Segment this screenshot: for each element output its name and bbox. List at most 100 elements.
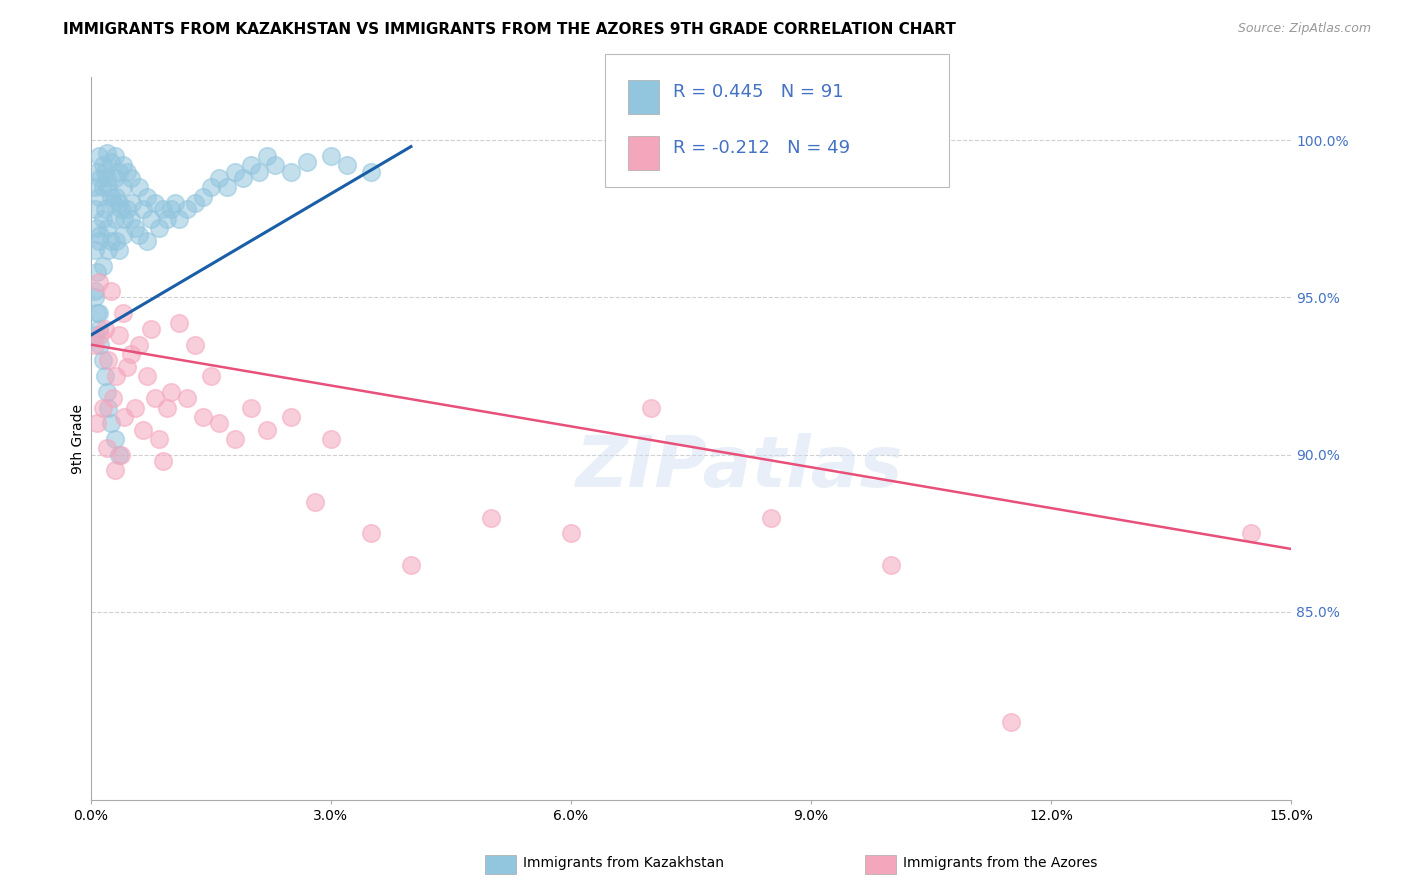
Point <box>111 306 134 320</box>
Point <box>135 190 157 204</box>
Text: Immigrants from the Azores: Immigrants from the Azores <box>903 856 1097 871</box>
Point <box>110 202 132 217</box>
Text: R = -0.212   N = 49: R = -0.212 N = 49 <box>673 139 851 157</box>
Point <box>100 284 122 298</box>
Point <box>86 165 108 179</box>
Point <box>100 155 122 169</box>
Point <box>94 369 117 384</box>
Point <box>120 211 142 226</box>
Point <box>97 401 120 415</box>
Point <box>87 234 110 248</box>
Point <box>89 227 111 242</box>
Point <box>83 337 105 351</box>
Point <box>87 190 110 204</box>
Point <box>124 221 146 235</box>
Point <box>104 211 127 226</box>
Point <box>176 391 198 405</box>
Point <box>160 384 183 399</box>
Text: IMMIGRANTS FROM KAZAKHSTAN VS IMMIGRANTS FROM THE AZORES 9TH GRADE CORRELATION C: IMMIGRANTS FROM KAZAKHSTAN VS IMMIGRANTS… <box>63 22 956 37</box>
Text: ZIPatlas: ZIPatlas <box>575 434 903 502</box>
Point <box>103 391 125 405</box>
Point <box>83 180 105 194</box>
Point <box>91 259 114 273</box>
Point <box>224 165 246 179</box>
Point <box>176 202 198 217</box>
Point <box>104 432 127 446</box>
Point <box>156 401 179 415</box>
Point <box>108 165 131 179</box>
Point <box>160 202 183 217</box>
Point <box>83 328 105 343</box>
Point <box>184 337 207 351</box>
Point <box>128 227 150 242</box>
Point <box>319 149 342 163</box>
Point <box>167 211 190 226</box>
Point <box>97 353 120 368</box>
Point <box>224 432 246 446</box>
Point <box>128 337 150 351</box>
Point <box>280 409 302 424</box>
Point <box>191 409 214 424</box>
Point <box>100 190 122 204</box>
Point <box>86 265 108 279</box>
Point <box>108 328 131 343</box>
Point <box>132 423 155 437</box>
Point <box>163 196 186 211</box>
Point <box>120 171 142 186</box>
Point <box>89 328 111 343</box>
Point <box>86 416 108 430</box>
Point <box>87 306 110 320</box>
Point <box>104 149 127 163</box>
Point <box>108 244 131 258</box>
Point <box>132 202 155 217</box>
Point <box>115 359 138 374</box>
Point <box>100 234 122 248</box>
Point <box>96 145 118 160</box>
Point <box>94 322 117 336</box>
Point <box>87 275 110 289</box>
Point <box>143 391 166 405</box>
Point <box>148 221 170 235</box>
Point <box>103 196 125 211</box>
Point <box>115 165 138 179</box>
Point <box>100 416 122 430</box>
Point <box>91 211 114 226</box>
Point <box>86 306 108 320</box>
Point <box>97 180 120 194</box>
Point <box>83 291 105 305</box>
Point <box>96 442 118 456</box>
Point <box>184 196 207 211</box>
Y-axis label: 9th Grade: 9th Grade <box>72 404 86 474</box>
Point <box>152 202 174 217</box>
Point <box>87 322 110 336</box>
Point <box>319 432 342 446</box>
Point <box>139 211 162 226</box>
Text: Source: ZipAtlas.com: Source: ZipAtlas.com <box>1237 22 1371 36</box>
Point <box>148 432 170 446</box>
Point <box>104 463 127 477</box>
Point <box>104 171 127 186</box>
Point <box>112 409 135 424</box>
Point <box>200 369 222 384</box>
Point <box>108 196 131 211</box>
Point <box>156 211 179 226</box>
Point <box>97 244 120 258</box>
Point <box>152 454 174 468</box>
Point <box>83 244 105 258</box>
Point <box>360 165 382 179</box>
Point <box>304 495 326 509</box>
Point <box>399 558 422 572</box>
Point <box>208 416 231 430</box>
Point <box>87 149 110 163</box>
Point <box>83 284 105 298</box>
Text: Immigrants from Kazakhstan: Immigrants from Kazakhstan <box>523 856 724 871</box>
Point <box>139 322 162 336</box>
Point <box>1000 714 1022 729</box>
Point <box>89 171 111 186</box>
Point <box>115 202 138 217</box>
Point <box>191 190 214 204</box>
Point <box>640 401 662 415</box>
Point <box>111 227 134 242</box>
Point <box>112 211 135 226</box>
Point <box>105 369 128 384</box>
